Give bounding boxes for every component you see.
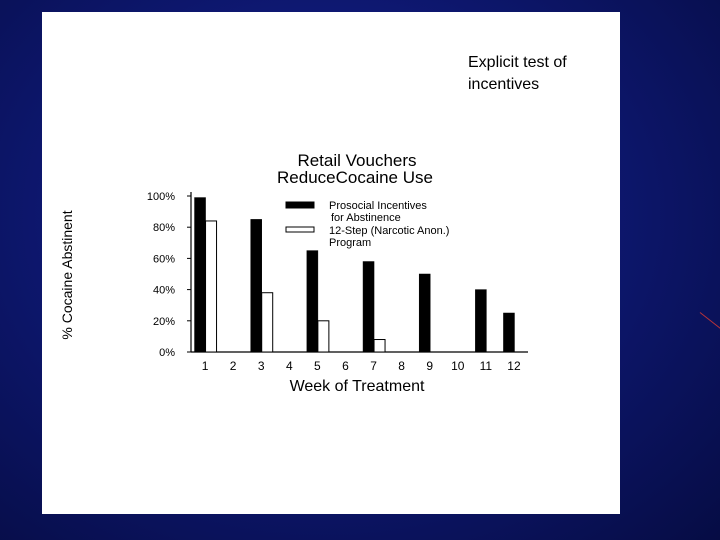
chart-bars [194,197,515,353]
x-tick-label: 9 [426,359,433,373]
legend-label: Prosocial Incentives [329,200,427,212]
bar-twelve-step-week-3 [261,292,274,353]
legend-label: 12-Step (Narcotic Anon.) [329,225,449,237]
x-tick-label: 7 [370,359,377,373]
bar-prosocial-week-12 [503,312,515,353]
x-tick-label: 2 [230,359,237,373]
y-tick-label: 60% [153,253,175,265]
x-tick-label: 10 [451,359,465,373]
y-tick-label: 40% [153,285,175,297]
x-tick-label: 4 [286,359,293,373]
y-tick-label: 20% [153,316,175,328]
x-tick-label: 5 [314,359,321,373]
y-tick-label: 100% [147,191,175,203]
x-tick-label: 6 [342,359,349,373]
chart-axes [187,192,528,353]
callout-text: Explicit test of incentives [468,54,567,93]
x-tick-label: 8 [398,359,405,373]
legend-swatch [285,201,315,209]
bar-prosocial-week-7 [362,261,375,353]
x-tick-labels: 1 2 3 4 5 6 7 8 9 10 11 12 [202,359,521,373]
x-tick-label: 1 [202,359,209,373]
y-tick-label: 80% [153,222,175,234]
y-tick-labels: 0% 20% 40% 60% 80% 100% [147,191,175,359]
legend-label: for Abstinence [331,212,401,224]
chart-title-line2: ReduceCocaine Use [277,168,433,187]
x-axis-label: Week of Treatment [290,378,425,395]
bar-prosocial-week-1 [194,197,206,353]
x-tick-label: 11 [480,359,493,373]
bar-twelve-step-week-1 [205,220,218,353]
y-tick-label: 0% [159,347,175,359]
bar-prosocial-week-11 [475,289,487,353]
y-axis-label: % Cocaine Abstinent [59,210,75,339]
legend-label: Program [329,237,371,249]
bar-prosocial-week-5 [306,250,319,353]
bar-twelve-step-week-7 [373,339,386,353]
legend-swatch [285,226,315,233]
chart-title: Retail Vouchers ReduceCocaine Use [277,151,433,187]
bar-prosocial-week-9 [418,273,431,353]
bar-twelve-step-week-5 [317,320,330,353]
bar-prosocial-week-3 [250,219,262,353]
x-tick-label: 12 [507,359,521,373]
slide-panel [42,12,620,514]
chart-title-line1: Retail Vouchers [297,151,416,170]
x-tick-label: 3 [258,359,265,373]
